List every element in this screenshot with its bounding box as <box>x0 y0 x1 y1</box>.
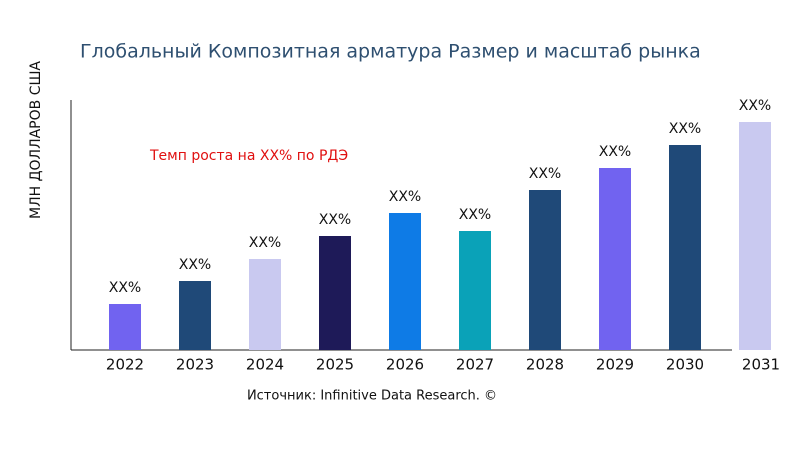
bar <box>389 213 421 350</box>
value-label: XX% <box>739 98 771 114</box>
x-tick-label: 2029 <box>596 356 634 374</box>
value-label: XX% <box>599 144 631 160</box>
x-tick-label: 2027 <box>456 356 494 374</box>
x-tick-label: 2030 <box>666 356 704 374</box>
x-tick-label: 2022 <box>106 356 144 374</box>
bar <box>179 281 211 350</box>
x-tick-label: 2026 <box>386 356 424 374</box>
bar <box>739 122 771 350</box>
value-label: XX% <box>459 207 491 223</box>
y-axis-label: МЛН ДОЛЛАРОВ США <box>28 61 44 219</box>
value-label: XX% <box>389 189 421 205</box>
x-tick-label: 2028 <box>526 356 564 374</box>
value-label: XX% <box>529 166 561 182</box>
value-label: XX% <box>249 235 281 251</box>
x-tick-label: 2023 <box>176 356 214 374</box>
value-label: XX% <box>179 257 211 273</box>
chart-title: Глобальный Композитная арматура Размер и… <box>80 41 701 63</box>
value-label: XX% <box>109 280 141 296</box>
bar <box>249 259 281 350</box>
bar <box>459 231 491 350</box>
bar <box>669 145 701 350</box>
bar <box>319 236 351 350</box>
value-label: XX% <box>669 121 701 137</box>
bar <box>599 168 631 350</box>
x-tick-label: 2025 <box>316 356 354 374</box>
bar <box>529 190 561 350</box>
value-label: XX% <box>319 212 351 228</box>
x-tick-label: 2031 <box>742 356 780 374</box>
bar <box>109 304 141 350</box>
annotation: Темп роста на XX% по РДЭ <box>149 148 348 164</box>
x-tick-label: 2024 <box>246 356 284 374</box>
source: Источник: Infinitive Data Research. © <box>247 389 497 404</box>
